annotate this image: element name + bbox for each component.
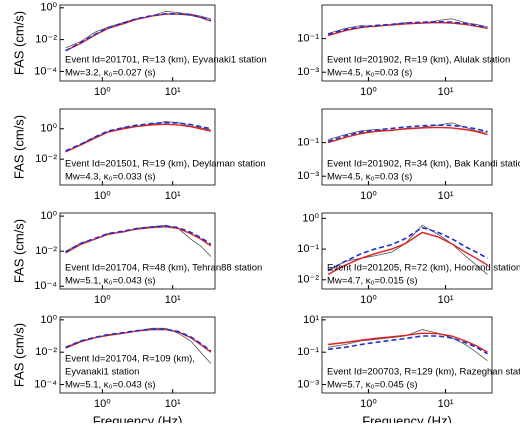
y-tick-label: 10⁻⁴ — [34, 378, 57, 390]
spectrum-line — [65, 225, 212, 253]
plot-area — [60, 317, 215, 393]
x-axis-label: Frequency (Hz) — [362, 413, 452, 423]
spectrum-line — [327, 21, 488, 37]
annotation: Mw=4.5, κ₀=0.03 (s) — [327, 172, 412, 183]
x-tick-label: 10⁰ — [94, 398, 111, 410]
y-tick-label: 10⁰ — [40, 210, 57, 222]
x-axis-label: Frequency (Hz) — [93, 413, 183, 423]
annotation: Mw=3.2, κ₀=0.027 (s) — [65, 68, 156, 79]
plot-area — [60, 213, 215, 289]
x-tick-label: 10⁰ — [94, 86, 111, 98]
y-tick-label: 10⁻² — [35, 346, 57, 358]
y-tick-label: 10⁻¹ — [297, 33, 319, 45]
y-tick-label: 10⁻⁴ — [34, 280, 57, 292]
annotation: Event Id=201501, R=19 (km), Deylaman sta… — [65, 159, 266, 170]
annotation: Event Id=201902, R=19 (km), Alulak stati… — [327, 55, 510, 66]
annotation: Eyvanaki1 station — [65, 367, 139, 378]
y-tick-label: 10⁻¹ — [297, 346, 319, 358]
y-tick-label: 10⁰ — [40, 2, 57, 14]
y-tick-label: 10⁻² — [35, 245, 57, 257]
plot-area — [322, 317, 492, 393]
axes-box — [59, 316, 216, 394]
x-tick-label: 10¹ — [438, 190, 454, 202]
y-tick-label: 10⁻² — [297, 274, 319, 286]
spectrum-line — [328, 329, 488, 362]
y-axis-label: FAS (cm/s) — [11, 115, 26, 179]
spectrum-line — [65, 13, 212, 52]
x-tick-label: 10⁰ — [94, 294, 111, 306]
plot-area — [322, 109, 492, 185]
y-tick-label: 10⁰ — [40, 123, 57, 135]
y-axis-label: FAS (cm/s) — [11, 219, 26, 283]
spectrum-line — [327, 226, 488, 272]
plot-area — [60, 5, 215, 81]
annotation: Event Id=201902, R=34 (km), Bak Kandi st… — [327, 159, 520, 170]
axes-box — [59, 108, 216, 186]
x-tick-label: 10¹ — [165, 86, 181, 98]
axes-box — [321, 212, 493, 290]
spectrum-line — [327, 126, 488, 144]
x-tick-label: 10⁰ — [360, 398, 377, 410]
annotation: Mw=4.7, κ₀=0.015 (s) — [327, 276, 418, 287]
y-tick-label: 10⁻¹ — [297, 243, 319, 255]
annotation: Event Id=201701, R=13 (km), Eyvanaki1 st… — [65, 55, 267, 66]
x-tick-label: 10¹ — [165, 294, 181, 306]
spectrum-line — [327, 231, 488, 276]
y-tick-label: 10⁻² — [35, 153, 57, 165]
y-tick-label: 10⁻³ — [297, 170, 319, 182]
y-axis-label: FAS (cm/s) — [11, 11, 26, 75]
annotation: Event Id=201205, R=72 (km), Hoorand stat… — [327, 263, 520, 274]
y-tick-label: 10⁰ — [40, 314, 57, 326]
spectrum-line — [328, 332, 488, 353]
y-tick-label: 10¹ — [303, 314, 319, 326]
spectrum-line — [65, 328, 212, 352]
x-tick-label: 10⁰ — [360, 86, 377, 98]
axes-box — [321, 108, 493, 186]
y-tick-label: 10⁻⁴ — [34, 65, 57, 77]
annotation: Mw=5.7, κ₀=0.045 (s) — [327, 380, 418, 391]
y-tick-label: 10⁰ — [302, 212, 319, 224]
x-tick-label: 10¹ — [165, 190, 181, 202]
x-tick-label: 10¹ — [438, 86, 454, 98]
x-tick-label: 10¹ — [165, 398, 181, 410]
y-tick-label: 10⁻³ — [297, 66, 319, 78]
annotation: Event Id=201704, R=109 (km), — [65, 354, 195, 365]
annotation: Mw=5.1, κ₀=0.043 (s) — [65, 276, 156, 287]
x-tick-label: 10⁰ — [94, 190, 111, 202]
y-tick-label: 10⁻¹ — [297, 137, 319, 149]
x-tick-label: 10⁰ — [360, 190, 377, 202]
annotation: Event Id=200703, R=129 (km), Razeghan st… — [327, 367, 520, 378]
axes-box — [321, 316, 493, 394]
spectrum-line — [327, 20, 488, 36]
y-axis-label: FAS (cm/s) — [11, 323, 26, 387]
plot-area — [60, 109, 215, 185]
y-tick-label: 10⁻³ — [297, 378, 319, 390]
x-tick-label: 10¹ — [438, 398, 454, 410]
x-tick-label: 10¹ — [438, 294, 454, 306]
spectrum-line — [65, 123, 212, 153]
annotation: Mw=5.1, κ₀=0.043 (s) — [65, 380, 156, 391]
plot-area — [322, 5, 492, 81]
x-tick-label: 10⁰ — [360, 294, 377, 306]
y-tick-label: 10⁻² — [35, 34, 57, 46]
axes-box — [59, 4, 216, 82]
annotation: Mw=4.5, κ₀=0.03 (s) — [327, 68, 412, 79]
spectrum-line — [65, 121, 212, 152]
spectrum-line — [327, 124, 488, 143]
annotation: Mw=4.3, κ₀=0.033 (s) — [65, 172, 156, 183]
annotation: Event Id=201704, R=48 (km), Tehran88 sta… — [65, 263, 262, 274]
axes-box — [321, 4, 493, 82]
